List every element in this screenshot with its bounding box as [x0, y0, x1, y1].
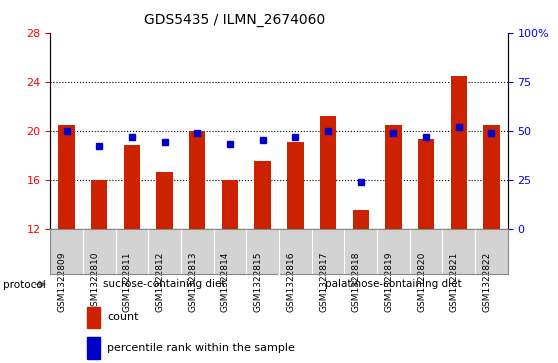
Text: percentile rank within the sample: percentile rank within the sample	[107, 343, 295, 353]
Bar	[156, 172, 173, 229]
Bar	[353, 210, 369, 229]
Text: count: count	[107, 312, 139, 322]
Bar	[59, 125, 75, 229]
Bar	[91, 180, 107, 229]
Bar	[222, 180, 238, 229]
Bar	[320, 116, 336, 229]
Bar	[87, 338, 100, 359]
Text: sucrose-containing diet: sucrose-containing diet	[103, 279, 226, 289]
Text: GDS5435 / ILMN_2674060: GDS5435 / ILMN_2674060	[144, 13, 325, 27]
Bar	[87, 307, 100, 328]
Bar	[385, 125, 402, 229]
Bar	[254, 161, 271, 229]
Bar	[287, 142, 304, 229]
Bar	[418, 139, 434, 229]
Bar	[483, 125, 499, 229]
Bar	[189, 131, 205, 229]
Bar	[450, 76, 467, 229]
Bar	[124, 146, 140, 229]
Text: protocol: protocol	[3, 280, 46, 290]
Text: palatinose-containing diet: palatinose-containing diet	[325, 279, 461, 289]
